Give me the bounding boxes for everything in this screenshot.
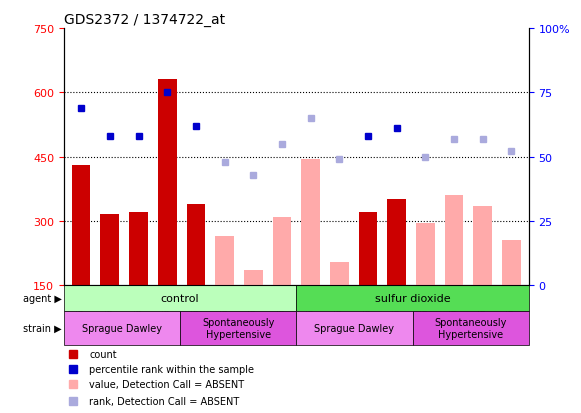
Text: value, Detection Call = ABSENT: value, Detection Call = ABSENT [89,380,245,389]
Bar [416,223,435,285]
Bar [244,271,263,285]
Bar [330,262,349,285]
Bar [129,213,148,285]
Bar [187,204,205,285]
Text: count: count [89,349,117,359]
Bar [72,166,91,285]
Text: Sprague Dawley: Sprague Dawley [314,323,394,333]
Text: sulfur dioxide: sulfur dioxide [375,293,450,303]
Text: Spontaneously
Hypertensive: Spontaneously Hypertensive [202,317,274,339]
Bar [502,240,521,285]
Bar [413,311,529,345]
Bar [474,206,492,285]
Bar [101,215,119,285]
Bar [302,159,320,285]
Bar [158,80,177,285]
Text: control: control [161,293,199,303]
Bar [215,236,234,285]
Text: Sprague Dawley: Sprague Dawley [82,323,162,333]
Text: strain ▶: strain ▶ [23,323,62,333]
Bar [358,213,378,285]
Bar [388,200,406,285]
Bar [180,311,296,345]
Text: Spontaneously
Hypertensive: Spontaneously Hypertensive [435,317,507,339]
Text: GDS2372 / 1374722_at: GDS2372 / 1374722_at [64,12,225,26]
Bar [64,285,296,311]
Bar [445,196,464,285]
Bar [296,311,413,345]
Text: rank, Detection Call = ABSENT: rank, Detection Call = ABSENT [89,396,240,406]
Bar [296,285,529,311]
Text: percentile rank within the sample: percentile rank within the sample [89,364,254,374]
Bar [64,311,180,345]
Text: agent ▶: agent ▶ [23,293,62,303]
Bar [272,217,291,285]
